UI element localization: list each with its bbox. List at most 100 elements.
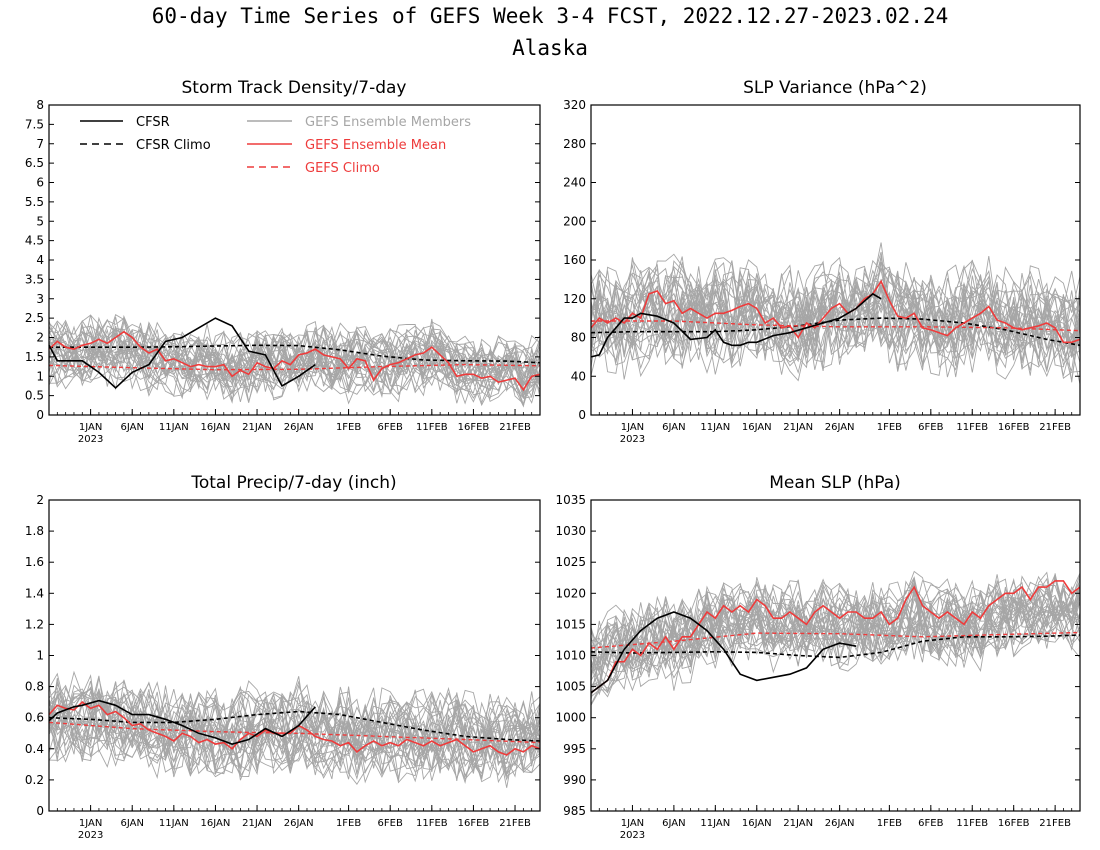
x-tick-label: 6FEB	[378, 422, 403, 433]
series-line-gefs-climo	[48, 363, 541, 371]
panel-2: SLP Variance (hPa^2) 0 40 80 120 160 200 240 280…	[563, 78, 1081, 445]
ensemble-member-line	[590, 587, 1081, 688]
y-tick-label: 985	[563, 804, 586, 818]
ensemble-member-line	[590, 266, 1081, 349]
x-tick-label: 11JAN	[159, 422, 189, 433]
panel-title: Storm Track Density/7-day	[182, 78, 407, 98]
y-tick-label: 160	[563, 253, 586, 267]
ensemble-member-line	[48, 677, 541, 763]
x-tick-label: 1JAN	[621, 422, 644, 433]
x-year-label: 2023	[620, 830, 645, 841]
x-year-label: 2023	[620, 434, 645, 445]
legend-label-cfsr: CFSR	[136, 115, 170, 130]
ensemble-member-line	[48, 337, 541, 398]
series-line-gefs-ensemble-mean	[590, 580, 1081, 694]
y-tick-label: 1030	[555, 524, 586, 538]
y-tick-label: 280	[563, 137, 586, 151]
series-line-gefs-ensemble-mean	[590, 279, 1081, 344]
series-line-gefs-ensemble-mean	[48, 330, 541, 392]
x-tick-label: 16FEB	[458, 818, 490, 829]
y-tick-label: 4	[36, 253, 44, 267]
figure-subtitle: Alaska	[512, 36, 588, 60]
series-line-cfsr-climo	[590, 634, 1081, 659]
x-tick-label: 21JAN	[242, 818, 272, 829]
ensemble-member-line	[48, 701, 541, 780]
y-tick-label: 40	[571, 369, 586, 383]
ensemble-member-line	[48, 683, 541, 757]
x-year-label: 2023	[78, 434, 103, 445]
y-tick-label: 1	[36, 369, 44, 383]
x-tick-label: 6JAN	[120, 818, 143, 829]
panel-1: Storm Track Density/7-day 0 0.5 1 1.5 2 2.5 3 3.…	[25, 78, 541, 445]
y-tick-label: 120	[563, 292, 586, 306]
x-tick-label: 21JAN	[783, 422, 813, 433]
y-tick-label: 5.5	[25, 195, 44, 209]
ensemble-member-line	[590, 269, 1081, 363]
x-tick-label: 1JAN	[621, 818, 644, 829]
x-tick-label: 11JAN	[700, 818, 730, 829]
legend-label-cfsr_climo: CFSR Climo	[136, 138, 211, 153]
y-tick-label: 995	[563, 742, 586, 756]
y-tick-label: 1.5	[25, 350, 44, 364]
ensemble-member-line	[590, 576, 1081, 684]
series-line-cfsr	[590, 292, 882, 358]
y-tick-label: 1	[36, 649, 44, 663]
x-tick-label: 1FEB	[877, 818, 902, 829]
legend-label-ens_mean: GEFS Ensemble Mean	[305, 138, 446, 153]
x-tick-label: 1JAN	[79, 422, 102, 433]
ensemble-member-line	[48, 680, 541, 755]
ensemble-member-line	[590, 271, 1081, 359]
panel-title: Total Precip/7-day (inch)	[190, 473, 396, 493]
y-tick-label: 0	[36, 408, 44, 422]
x-tick-label: 21FEB	[1039, 818, 1071, 829]
figure-title: 60-day Time Series of GEFS Week 3-4 FCST…	[151, 4, 949, 28]
x-tick-label: 11FEB	[416, 818, 448, 829]
y-tick-label: 1015	[555, 617, 586, 631]
y-tick-label: 80	[571, 331, 586, 345]
ensemble-member-line	[590, 588, 1081, 701]
x-tick-label: 16FEB	[998, 818, 1030, 829]
plot-frame	[590, 104, 1081, 416]
series-line-cfsr-climo	[590, 317, 1081, 347]
x-tick-label: 21FEB	[1039, 422, 1071, 433]
y-tick-label: 6	[36, 176, 44, 190]
series-line-gefs-climo	[590, 631, 1081, 649]
series-line-cfsr	[48, 317, 316, 389]
y-tick-label: 1020	[555, 586, 586, 600]
x-tick-label: 6FEB	[378, 818, 403, 829]
x-tick-label: 26JAN	[284, 818, 314, 829]
x-tick-label: 26JAN	[825, 422, 855, 433]
ensemble-member-line	[590, 267, 1081, 355]
x-tick-label: 16JAN	[742, 422, 772, 433]
y-tick-label: 1010	[555, 649, 586, 663]
ensemble-member-line	[48, 697, 541, 774]
ensemble-member-line	[48, 691, 541, 753]
y-tick-label: 2	[36, 493, 44, 507]
y-tick-label: 2.5	[25, 311, 44, 325]
x-tick-label: 1FEB	[877, 422, 902, 433]
y-tick-label: 0.2	[25, 773, 44, 787]
y-tick-label: 320	[563, 98, 586, 112]
series-line-cfsr	[48, 699, 316, 745]
y-tick-label: 1.6	[25, 555, 44, 569]
panel-title: Mean SLP (hPa)	[769, 473, 901, 493]
ensemble-member-line	[48, 321, 541, 384]
y-tick-label: 240	[563, 176, 586, 190]
x-tick-label: 6FEB	[918, 818, 943, 829]
y-tick-label: 3	[36, 292, 44, 306]
ensemble-member-line	[48, 670, 541, 748]
series-line-cfsr-climo	[49, 344, 541, 364]
y-tick-label: 0.4	[25, 742, 44, 756]
y-tick-label: 3.5	[25, 272, 44, 286]
x-tick-label: 6JAN	[662, 818, 685, 829]
x-tick-label: 6JAN	[120, 422, 143, 433]
ensemble-member-line	[590, 586, 1081, 698]
x-tick-label: 6JAN	[662, 422, 685, 433]
x-tick-label: 21JAN	[242, 422, 272, 433]
ensemble-member-line	[590, 290, 1081, 365]
y-tick-label: 0	[578, 408, 586, 422]
x-tick-label: 16FEB	[458, 422, 490, 433]
ensemble-member-line	[48, 338, 541, 399]
ensemble-member-line	[590, 275, 1081, 356]
